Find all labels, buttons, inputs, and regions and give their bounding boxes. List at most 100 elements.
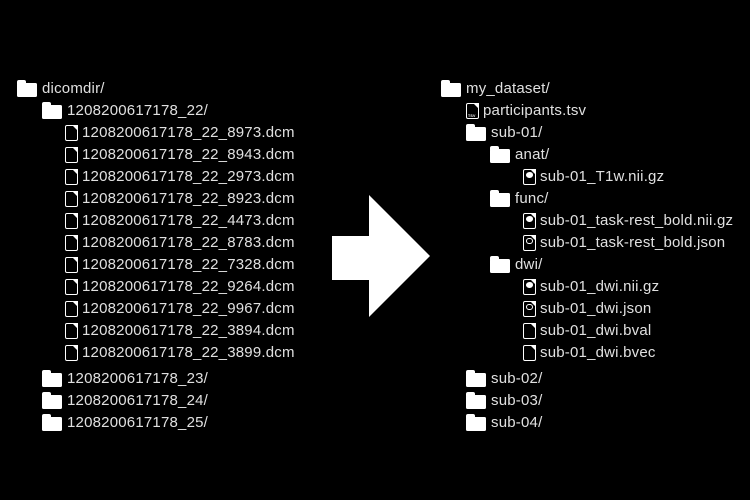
entry-label: 1208200617178_22_8783.dcm (82, 234, 295, 251)
folder-icon (466, 370, 486, 387)
file-icon (65, 301, 78, 317)
folder-icon (466, 124, 486, 141)
entry-label: anat/ (515, 146, 550, 163)
file-row: sub-01_T1w.nii.gz (523, 166, 733, 188)
entry-label: sub-01_dwi.json (540, 300, 652, 317)
entry-label: func/ (515, 190, 549, 207)
folder-icon (42, 102, 62, 119)
entry-label: 1208200617178_22_8973.dcm (82, 124, 295, 141)
folder-icon (441, 80, 461, 97)
right-arrow-icon (332, 195, 430, 317)
entry-label: 1208200617178_24/ (67, 392, 209, 409)
folder-row: 1208200617178_23/ (42, 368, 295, 390)
target-bids-tree: my_dataset/TSV participants.tsv sub-01/ana… (441, 78, 733, 434)
file-icon (65, 257, 78, 273)
entry-label: 1208200617178_25/ (67, 414, 209, 431)
folder-icon (17, 80, 37, 97)
entry-label: dicomdir/ (42, 80, 105, 97)
folder-icon (42, 414, 62, 431)
file-row: 1208200617178_22_4473.dcm (65, 210, 295, 232)
folder-row: my_dataset/ (441, 78, 733, 100)
file-row: 1208200617178_22_8943.dcm (65, 144, 295, 166)
entry-label: 1208200617178_22_3899.dcm (82, 344, 295, 361)
entry-label: 1208200617178_22_4473.dcm (82, 212, 295, 229)
file-row: sub-01_task-rest_bold.nii.gz (523, 210, 733, 232)
folder-row: sub-01/ (466, 122, 733, 144)
file-icon (65, 323, 78, 339)
entry-label: dwi/ (515, 256, 543, 273)
entry-label: sub-01_dwi.nii.gz (540, 278, 660, 295)
folder-icon (490, 256, 510, 273)
entry-label: 1208200617178_22/ (67, 102, 209, 119)
entry-label: sub-01_dwi.bvec (540, 344, 656, 361)
entry-label: my_dataset/ (466, 80, 550, 97)
tsv-badge-label: TSV (467, 113, 476, 118)
folder-row: dicomdir/ (17, 78, 295, 100)
folder-row: 1208200617178_25/ (42, 412, 295, 434)
file-row: 1208200617178_22_2973.dcm (65, 166, 295, 188)
file-row: 1208200617178_22_8923.dcm (65, 188, 295, 210)
folder-row: anat/ (490, 144, 733, 166)
file-icon (65, 213, 78, 229)
entry-label: sub-04/ (491, 414, 543, 431)
source-dicom-tree: dicomdir/1208200617178_22/1208200617178_… (17, 78, 295, 434)
entry-label: participants.tsv (483, 102, 587, 119)
folder-icon (466, 414, 486, 431)
entry-label: sub-01_task-rest_bold.nii.gz (540, 212, 734, 229)
entry-label: 1208200617178_22_3894.dcm (82, 322, 295, 339)
entry-label: 1208200617178_22_8923.dcm (82, 190, 295, 207)
nifti-file-icon (523, 169, 536, 185)
file-row: 1208200617178_22_7328.dcm (65, 254, 295, 276)
folder-row: 1208200617178_24/ (42, 390, 295, 412)
file-icon (523, 323, 536, 339)
entry-label: 1208200617178_22_9264.dcm (82, 278, 295, 295)
file-row: sub-01_dwi.nii.gz (523, 276, 733, 298)
file-icon (65, 169, 78, 185)
file-row: sub-01_dwi.json (523, 298, 733, 320)
file-row: sub-01_dwi.bvec (523, 342, 733, 364)
file-row: sub-01_dwi.bval (523, 320, 733, 342)
file-row: 1208200617178_22_8783.dcm (65, 232, 295, 254)
file-row: 1208200617178_22_9264.dcm (65, 276, 295, 298)
nifti-file-icon (523, 213, 536, 229)
file-icon (523, 345, 536, 361)
file-row: 1208200617178_22_8973.dcm (65, 122, 295, 144)
entry-label: sub-02/ (491, 370, 543, 387)
tsv-file-icon: TSV (466, 103, 479, 119)
entry-label: 1208200617178_22_2973.dcm (82, 168, 295, 185)
entry-label: sub-01_task-rest_bold.json (540, 234, 726, 251)
file-row: sub-01_task-rest_bold.json (523, 232, 733, 254)
folder-row: sub-03/ (466, 390, 733, 412)
folder-icon (42, 392, 62, 409)
entry-label: sub-01_T1w.nii.gz (540, 168, 665, 185)
folder-icon (490, 190, 510, 207)
entry-label: 1208200617178_23/ (67, 370, 209, 387)
folder-row: dwi/ (490, 254, 733, 276)
file-icon (65, 235, 78, 251)
file-row: 1208200617178_22_9967.dcm (65, 298, 295, 320)
json-file-icon (523, 301, 536, 317)
file-row: 1208200617178_22_3894.dcm (65, 320, 295, 342)
entry-label: 1208200617178_22_7328.dcm (82, 256, 295, 273)
folder-icon (466, 392, 486, 409)
json-file-icon (523, 235, 536, 251)
folder-row: 1208200617178_22/ (42, 100, 295, 122)
folder-icon (42, 370, 62, 387)
file-row: TSV participants.tsv (466, 100, 733, 122)
entry-label: sub-01_dwi.bval (540, 322, 652, 339)
file-icon (65, 279, 78, 295)
file-icon (65, 345, 78, 361)
file-row: 1208200617178_22_3899.dcm (65, 342, 295, 364)
file-icon (65, 125, 78, 141)
transform-arrow (332, 195, 430, 317)
entry-label: sub-01/ (491, 124, 543, 141)
folder-icon (490, 146, 510, 163)
folder-row: sub-04/ (466, 412, 733, 434)
entry-label: sub-03/ (491, 392, 543, 409)
file-icon (65, 191, 78, 207)
entry-label: 1208200617178_22_9967.dcm (82, 300, 295, 317)
folder-row: func/ (490, 188, 733, 210)
folder-row: sub-02/ (466, 368, 733, 390)
entry-label: 1208200617178_22_8943.dcm (82, 146, 295, 163)
